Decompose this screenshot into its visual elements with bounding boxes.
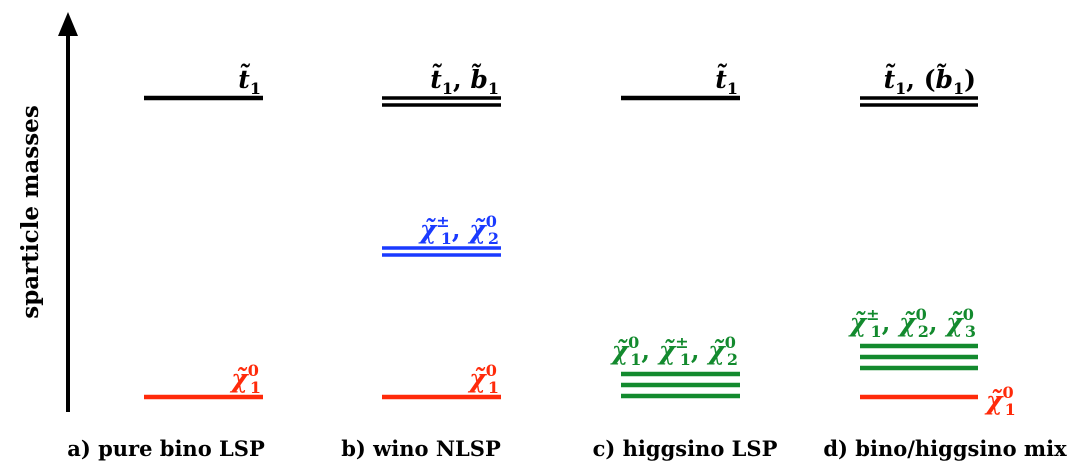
- level-label: χ̃01​: [984, 383, 1016, 419]
- panel-b: t̃1​, b̃1​ χ̃±1​, χ̃02​ χ̃01​ b) wino NLSP: [341, 63, 501, 461]
- level-higgsinos: χ̃±1​, χ̃02​, χ̃03​: [848, 305, 978, 368]
- level-lsp: χ̃01​: [144, 361, 263, 397]
- panel-caption: c) higgsino LSP: [593, 436, 778, 461]
- panels: t̃1​ χ̃01​ a) pure bino LSP t̃1​, b̃1​ χ̃±1​…: [67, 63, 1067, 461]
- panel-caption: a) pure bino LSP: [67, 436, 265, 461]
- level-label: χ̃±1​, χ̃02​: [418, 212, 499, 248]
- panel-c: t̃1​ χ̃01​, χ̃±1​, χ̃02​ c) higgsino LSP: [593, 63, 778, 461]
- panel-a: t̃1​ χ̃01​ a) pure bino LSP: [67, 63, 265, 461]
- panel-d: t̃1​, (b̃1​) χ̃±1​, χ̃02​, χ̃03​ χ̃01​ d) b…: [823, 63, 1067, 461]
- level-lsp: χ̃01​: [860, 383, 1016, 419]
- level-label: χ̃01​, χ̃±1​, χ̃02​: [610, 333, 738, 369]
- level-label: χ̃01​: [467, 361, 499, 397]
- level-label: t̃1​, b̃1​: [430, 63, 499, 98]
- level-stop-sbottom: t̃1​, b̃1​: [382, 63, 501, 105]
- level-label: χ̃01​: [229, 361, 261, 397]
- axis-label: sparticle masses: [17, 105, 44, 319]
- level-stop: t̃1​: [621, 63, 740, 98]
- mass-axis-arrowhead: [58, 12, 78, 36]
- level-stop: t̃1​: [144, 63, 263, 98]
- level-higgsinos: χ̃01​, χ̃±1​, χ̃02​: [610, 333, 740, 396]
- level-stop-sbottom: t̃1​, (b̃1​): [860, 63, 978, 105]
- panel-caption: d) bino/higgsino mix: [823, 436, 1067, 461]
- level-wino: χ̃±1​, χ̃02​: [382, 212, 501, 255]
- level-lsp: χ̃01​: [382, 361, 501, 397]
- level-label: χ̃±1​, χ̃02​, χ̃03​: [848, 305, 976, 341]
- level-label: t̃1​: [715, 63, 738, 98]
- level-label: t̃1​: [238, 63, 261, 98]
- level-label: t̃1​, (b̃1​): [884, 63, 976, 98]
- panel-caption: b) wino NLSP: [341, 436, 501, 461]
